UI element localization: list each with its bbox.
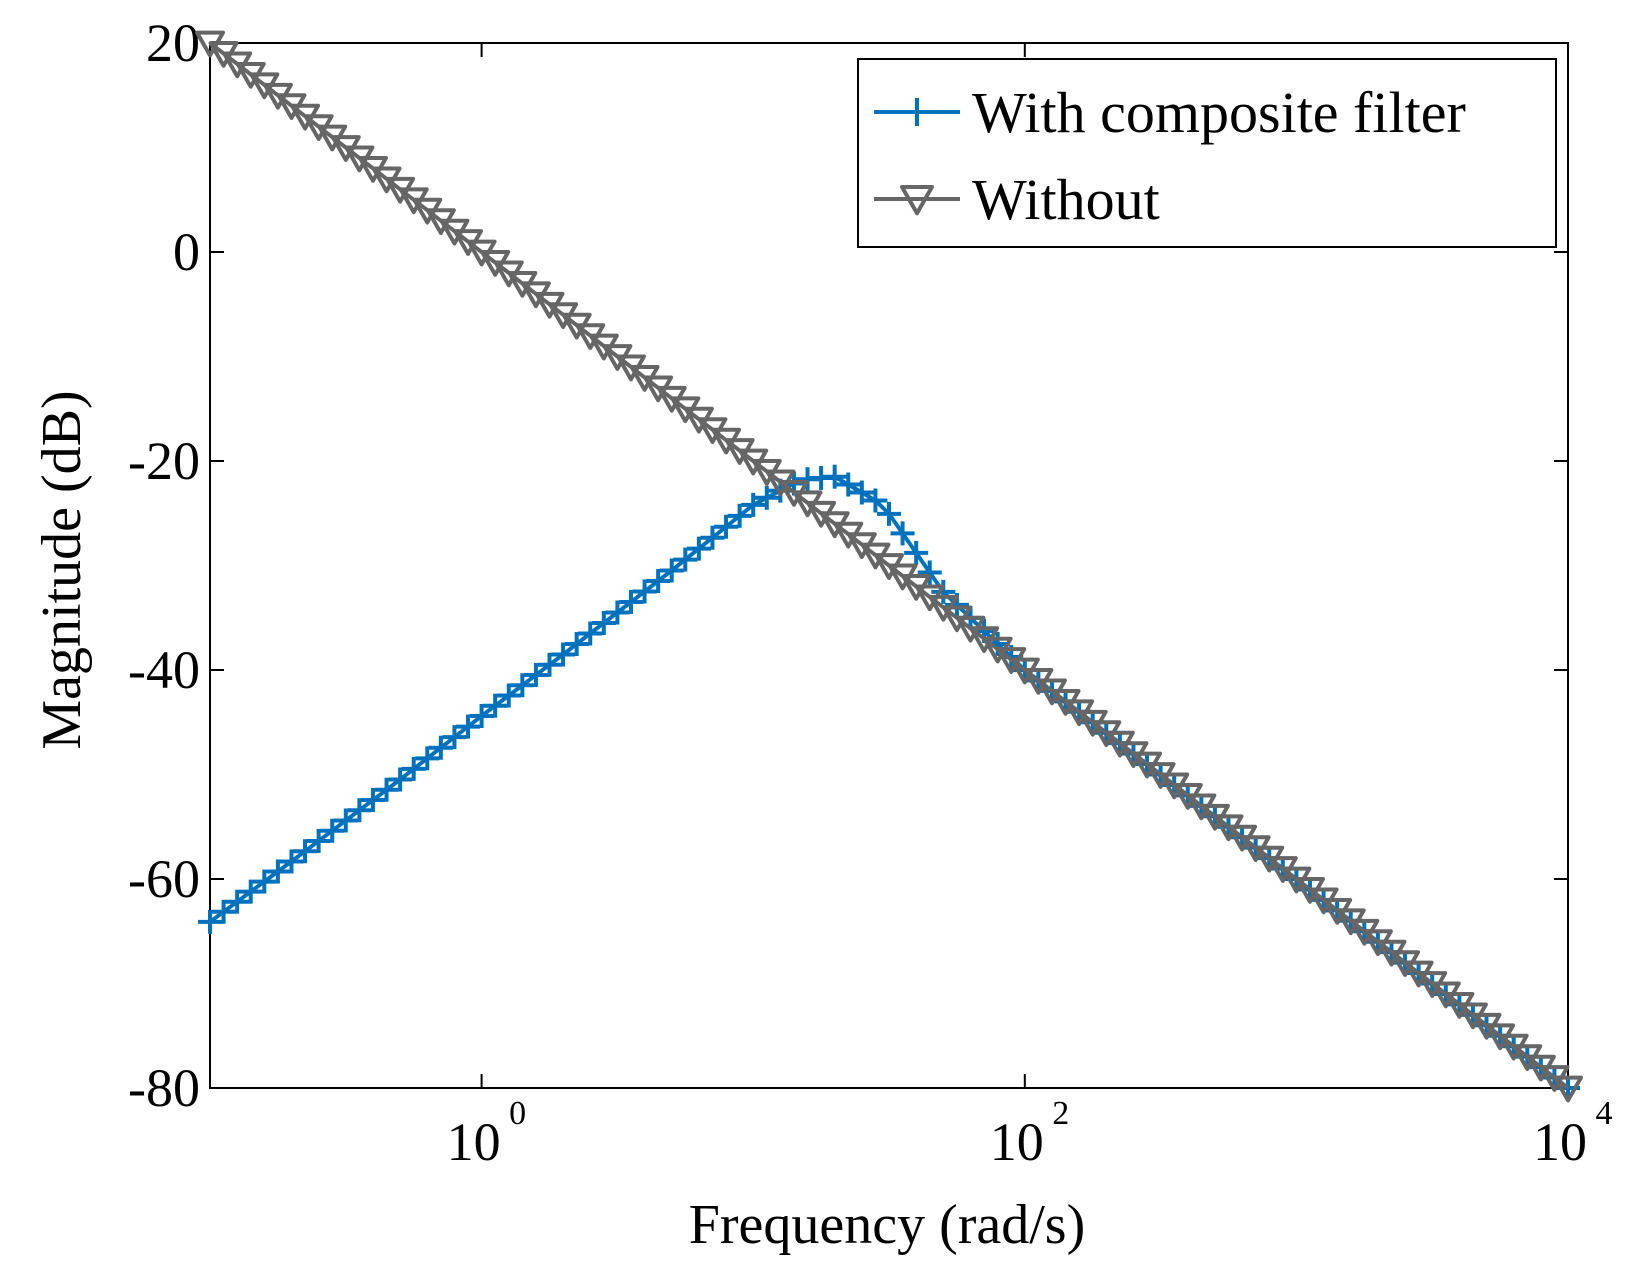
- legend-label: With composite filter: [972, 80, 1466, 145]
- y-tick-label: 0: [173, 222, 200, 282]
- legend: With composite filter Without: [857, 58, 1557, 248]
- x-tick-exponent: 2: [1052, 1095, 1069, 1132]
- x-tick-label: 10: [990, 1112, 1044, 1172]
- y-tick-label: -80: [128, 1058, 200, 1118]
- plot-series: [195, 30, 1583, 1103]
- x-tick-label: 10: [447, 1112, 501, 1172]
- plot-area-border: [209, 42, 1569, 1089]
- y-axis-label: Magnitude (dB): [31, 390, 93, 749]
- y-tick-label: -20: [128, 431, 200, 491]
- legend-label: Without: [972, 167, 1160, 232]
- x-tick-exponent: 0: [509, 1095, 526, 1132]
- triangle-marker: [1553, 1075, 1583, 1103]
- y-tick-label: -40: [128, 640, 200, 700]
- series-without: [195, 30, 1583, 1103]
- y-tick-label: 20: [146, 13, 200, 73]
- legend-box: [857, 58, 1557, 248]
- triangle-marker: [900, 185, 934, 216]
- x-axis-label: Frequency (rad/s): [689, 1194, 1086, 1256]
- series-with-composite-filter: [198, 464, 1580, 1100]
- axes-frame: [209, 42, 1569, 1089]
- x-tick-label: 10: [1533, 1112, 1587, 1172]
- y-tick-label: -60: [128, 849, 200, 909]
- x-tick-exponent: 4: [1596, 1095, 1613, 1132]
